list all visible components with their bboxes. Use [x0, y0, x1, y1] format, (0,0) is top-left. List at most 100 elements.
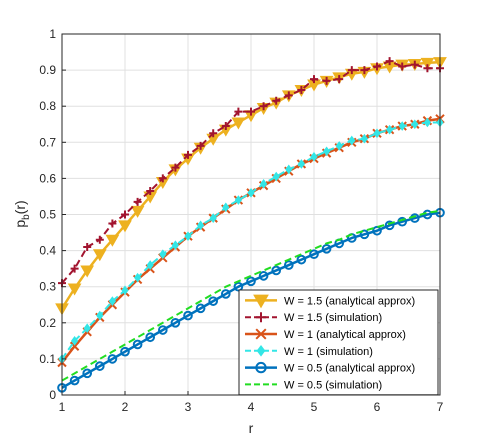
data-point	[171, 240, 180, 251]
data-point	[94, 361, 105, 371]
series-5	[61, 209, 441, 382]
data-point	[80, 265, 95, 278]
data-point	[271, 265, 282, 276]
data-point	[258, 271, 269, 281]
y-tick-label: 0.4	[39, 244, 56, 258]
data-point	[70, 264, 79, 273]
legend-entry-0: W = 1.5 (analytical approx)	[245, 294, 415, 309]
data-point	[284, 91, 293, 100]
data-point	[348, 135, 356, 146]
data-point	[297, 159, 306, 169]
series-layer	[55, 57, 447, 393]
data-point	[222, 202, 230, 213]
y-tick-label: 0.1	[39, 352, 56, 366]
y-tick-label: 1	[49, 27, 56, 41]
legend-entry-1: W = 1.5 (simulation)	[245, 312, 382, 324]
data-point	[132, 339, 143, 350]
legend-label: W = 0.5 (simulation)	[284, 379, 382, 391]
data-point	[209, 213, 217, 223]
series-4	[57, 207, 445, 393]
data-point	[234, 195, 243, 205]
y-tick-label: 0.8	[39, 99, 56, 113]
legend-marker	[253, 294, 269, 309]
data-point	[259, 178, 268, 189]
legend-label: W = 0.5 (analytical approx)	[284, 363, 415, 375]
legend-entry-5: W = 0.5 (simulation)	[245, 379, 382, 391]
data-point	[83, 242, 92, 251]
x-tick-label: 4	[248, 400, 255, 414]
legend-entry-3: W = 1 (simulation)	[245, 344, 373, 358]
series-line	[61, 211, 441, 389]
data-point	[108, 219, 117, 228]
data-point	[130, 205, 145, 218]
x-tick-label: 6	[374, 400, 381, 414]
legend: W = 1.5 (analytical approx) W = 1.5 (simu…	[238, 289, 439, 396]
data-point	[233, 281, 244, 292]
data-point	[69, 341, 80, 351]
y-tick-label: 0.9	[39, 63, 56, 77]
data-point	[184, 150, 192, 159]
data-point	[384, 220, 395, 231]
data-point	[335, 75, 344, 84]
data-point	[322, 76, 331, 85]
y-axis-label-suffix: (r)	[12, 200, 28, 214]
x-axis-label: r	[249, 420, 254, 436]
data-point	[121, 210, 129, 219]
data-point	[246, 276, 256, 287]
series-line	[61, 209, 441, 382]
data-point	[133, 272, 142, 283]
data-point	[373, 62, 381, 71]
data-point	[321, 243, 332, 254]
data-point	[171, 163, 180, 172]
data-point	[157, 325, 168, 335]
data-point	[347, 66, 356, 75]
data-point	[208, 296, 219, 306]
data-point	[145, 332, 156, 343]
data-point	[359, 229, 370, 240]
y-tick-label: 0.2	[39, 316, 56, 330]
data-point	[105, 234, 120, 247]
data-point	[423, 64, 432, 73]
data-point	[108, 296, 117, 306]
data-point	[423, 117, 432, 128]
data-point	[209, 129, 218, 138]
legend-box	[238, 289, 439, 396]
y-tick-label: 0.6	[39, 171, 56, 185]
y-axis-label-main: p	[12, 220, 28, 228]
data-point	[234, 107, 243, 116]
data-point	[373, 128, 381, 139]
data-point	[411, 119, 419, 130]
data-point	[231, 117, 246, 130]
legend-entry-2: W = 1 (analytical approx)	[245, 328, 406, 341]
data-point	[372, 225, 382, 236]
data-point	[92, 249, 107, 262]
data-point	[146, 187, 155, 196]
data-point	[310, 151, 318, 162]
data-point	[83, 323, 91, 334]
y-tick-label: 0.3	[39, 280, 56, 294]
data-point	[95, 235, 104, 244]
data-point	[196, 220, 205, 231]
data-point	[410, 60, 419, 69]
data-point	[309, 249, 319, 260]
legend-marker	[256, 344, 266, 357]
x-tick-label: 3	[185, 400, 192, 414]
x-tick-label: 1	[59, 400, 66, 414]
data-point	[297, 85, 306, 94]
data-point	[385, 124, 394, 135]
data-point	[360, 66, 369, 75]
data-point	[170, 317, 181, 328]
legend-label: W = 1 (analytical approx)	[284, 329, 406, 341]
data-point	[69, 375, 80, 386]
data-point	[133, 197, 142, 206]
y-tick-label: 0	[49, 388, 56, 402]
data-point	[397, 216, 408, 227]
y-tick-label: 0.7	[39, 135, 56, 149]
data-point	[322, 146, 331, 157]
data-point	[82, 368, 93, 379]
data-point	[118, 220, 132, 233]
legend-marker	[255, 361, 267, 374]
legend-marker	[255, 328, 267, 340]
data-point	[120, 346, 130, 357]
